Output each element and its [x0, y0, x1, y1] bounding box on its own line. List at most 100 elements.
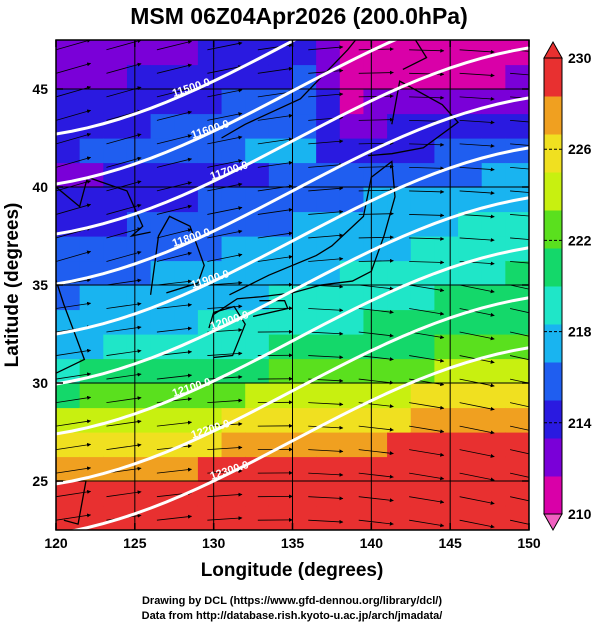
field-cell	[245, 505, 270, 530]
field-cell	[434, 187, 459, 213]
height-contour	[56, 196, 529, 386]
field-cell	[150, 358, 175, 384]
field-cell	[505, 481, 529, 507]
field-cell	[481, 309, 506, 335]
wind-arrow	[207, 112, 243, 121]
wind-arrow	[207, 88, 243, 98]
wind-arrow	[308, 139, 344, 145]
field-cell	[245, 432, 270, 458]
wind-arrow	[308, 331, 344, 336]
field-cell	[150, 64, 175, 90]
wind-arrow	[358, 355, 394, 362]
wind-arrow	[409, 472, 445, 481]
field-cell	[245, 64, 270, 90]
field-cell	[434, 334, 459, 360]
colorbar-tick-label: 222	[568, 232, 592, 248]
field-cell	[481, 64, 506, 90]
field-cell	[505, 456, 529, 482]
wind-arrow	[409, 449, 445, 457]
coastline	[399, 40, 428, 70]
colorbar: 210 214 218 222 226 230	[543, 40, 592, 532]
wind-arrow	[509, 449, 529, 455]
field-cell	[103, 187, 128, 213]
field-cell	[197, 285, 223, 311]
wind-arrow	[358, 472, 394, 479]
wind-arrow	[56, 250, 92, 262]
wind-arrow	[207, 41, 243, 51]
field-cell	[292, 407, 317, 433]
field-cell	[150, 162, 175, 188]
wind-arrow	[156, 134, 192, 145]
wind-arrow	[509, 496, 529, 502]
wind-arrow	[358, 449, 394, 456]
field-cell	[268, 407, 294, 433]
wind-arrow	[156, 279, 192, 286]
field-cell	[245, 211, 270, 237]
wind-arrow	[409, 284, 445, 293]
field-cell	[79, 309, 104, 335]
wind-arrow	[358, 211, 394, 216]
field-cell	[268, 211, 294, 237]
y-tick-label: 40	[32, 179, 48, 195]
x-tick-label: 130	[202, 535, 226, 551]
wind-arrow	[106, 278, 142, 286]
field-cell	[103, 432, 128, 458]
height-contour	[56, 246, 529, 436]
wind-arrow	[459, 167, 495, 172]
wind-arrow	[156, 181, 192, 192]
field-cell	[505, 358, 529, 384]
wind-arrow	[308, 92, 344, 98]
wind-arrow	[358, 70, 394, 75]
field-cell	[458, 481, 483, 507]
wind-arrow	[510, 72, 529, 76]
field-cell	[79, 138, 104, 164]
field-cell	[79, 40, 104, 66]
wind-arrow	[106, 133, 142, 145]
wind-arrow	[459, 308, 495, 317]
colorbar-frame	[543, 57, 563, 515]
field-cell	[316, 285, 341, 311]
x-tick-label: 125	[123, 535, 147, 551]
field-cell	[434, 383, 459, 409]
wind-arrow	[257, 231, 293, 239]
field-cell	[363, 456, 388, 482]
field-cell	[292, 505, 317, 530]
field-cell	[481, 432, 506, 458]
colorbar-tick-label: 226	[568, 141, 592, 157]
wind-arrow	[459, 472, 495, 482]
wind-arrow	[156, 228, 192, 239]
colorbar-tick-label: 218	[568, 324, 592, 340]
field-cell	[363, 432, 388, 458]
wind-arrow	[409, 142, 445, 147]
field-cell	[197, 187, 223, 213]
wind-arrow	[358, 519, 394, 526]
field-cell	[481, 456, 506, 482]
field-cell	[126, 40, 152, 66]
wind-arrow	[56, 109, 92, 121]
wind-arrow	[106, 156, 142, 168]
wind-arrow	[459, 72, 495, 78]
field-cell	[434, 481, 459, 507]
field-cell	[387, 456, 412, 482]
field-cell	[316, 481, 341, 507]
wind-arrow	[308, 45, 344, 51]
y-tick-label: 35	[32, 277, 48, 293]
field-cell	[458, 162, 483, 188]
wind-arrow	[106, 349, 142, 356]
field-cell	[434, 236, 459, 262]
colorbar-tick-label: 230	[568, 50, 592, 66]
field-cell	[126, 285, 152, 311]
height-contour	[69, 346, 529, 530]
field-cell	[174, 407, 199, 433]
wind-arrow	[106, 227, 142, 239]
wind-arrow	[509, 402, 529, 408]
height-contour	[56, 40, 399, 186]
field-cell	[434, 40, 459, 66]
wind-arrow	[409, 331, 445, 340]
field-cell	[339, 358, 365, 384]
wind-arrow	[257, 207, 293, 215]
x-axis-ticks: 120 125 130 135 140 145 150	[44, 40, 541, 551]
wind-arrow	[459, 331, 495, 341]
field-cell	[458, 113, 483, 139]
